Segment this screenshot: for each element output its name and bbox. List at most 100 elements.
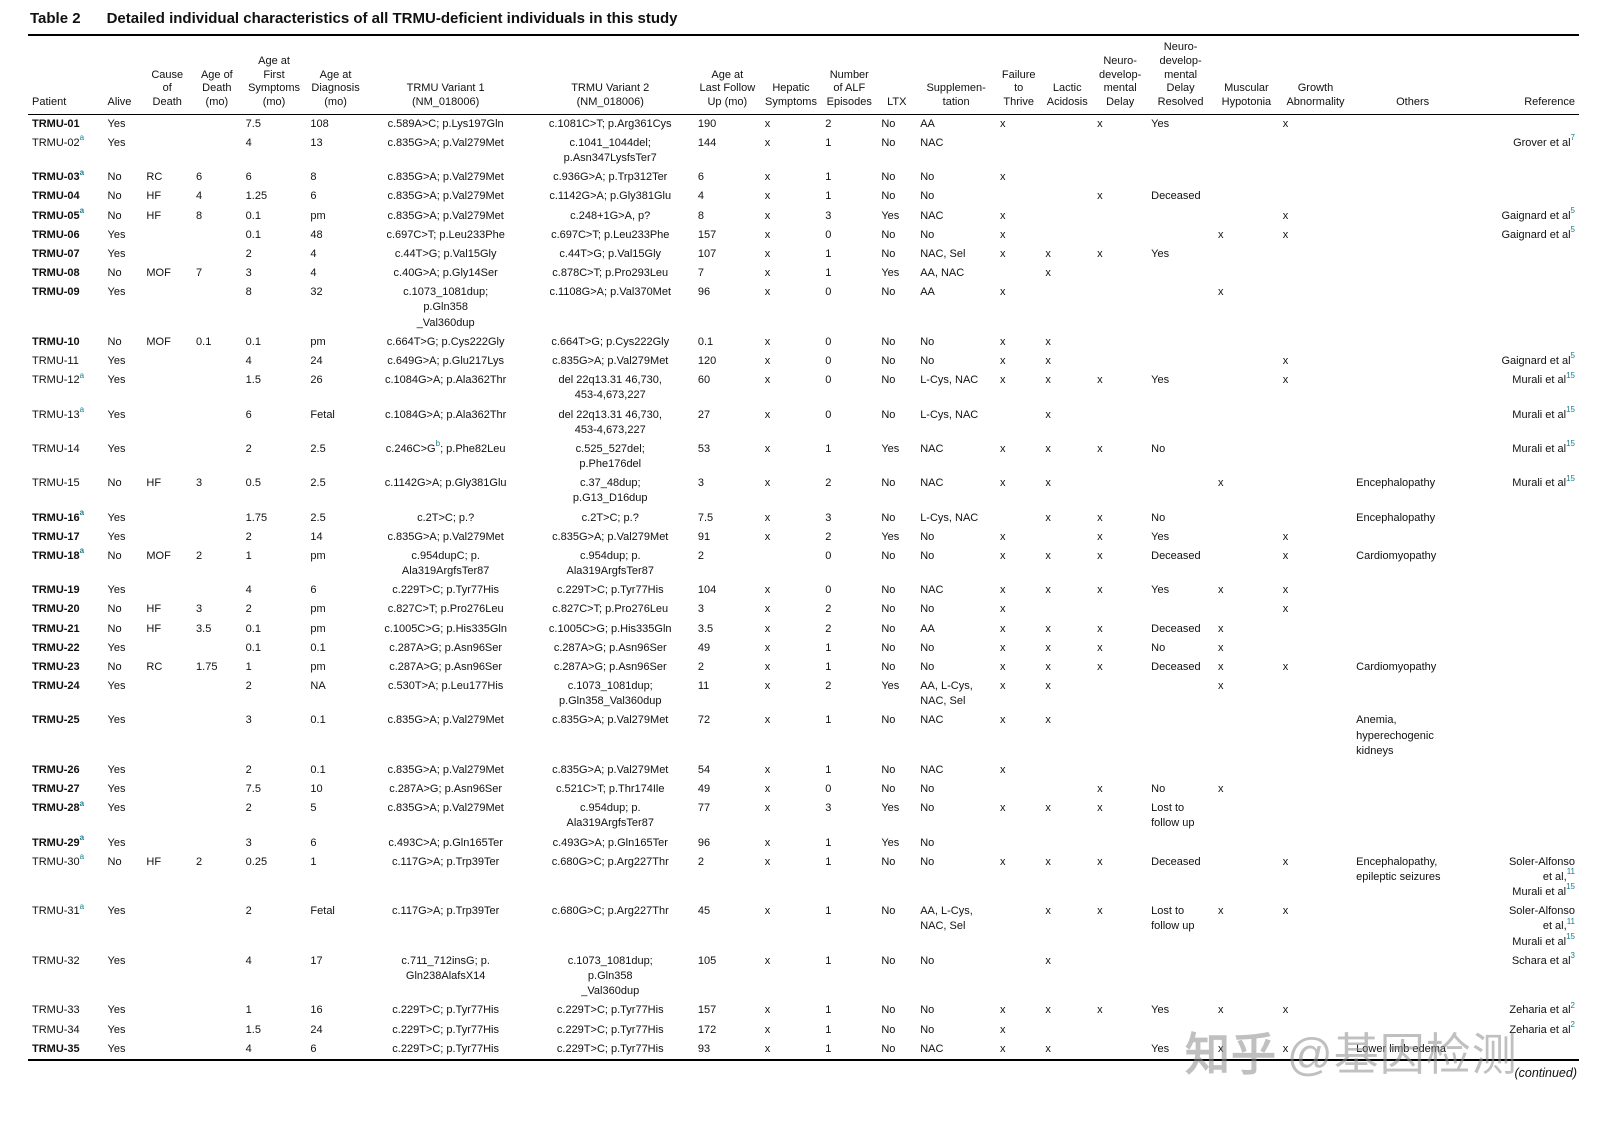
citation-superscript[interactable]: 5 (1570, 206, 1575, 215)
cell-others (1352, 600, 1473, 619)
cell-variant-2: c.936G>A; p.Trp312Ter (553, 171, 668, 184)
citation-superscript[interactable]: 11 (1566, 867, 1575, 877)
cell-lactic-acidosis: x (1045, 905, 1051, 918)
cell-alf-episodes: 2 (825, 622, 832, 635)
cell-variant-2: c.1073_1081dup; p.Gln358_Val360dup (558, 680, 662, 708)
cell-ltx: Yes (881, 530, 900, 543)
citation-superscript[interactable]: a (79, 852, 85, 862)
citation-superscript[interactable]: 5 (1570, 351, 1575, 361)
citation-superscript[interactable]: 2 (1570, 1020, 1575, 1029)
cell-age-first-symptoms: 1 (245, 1004, 252, 1017)
cell-cause-of-death: MOF (146, 335, 171, 348)
cell-patient: TRMU-21 (32, 622, 80, 635)
cell-age-last-followup: 144 (697, 136, 717, 149)
citation-superscript[interactable]: a (79, 168, 85, 177)
citation-superscript[interactable]: a (79, 405, 85, 414)
cell-age-diagnosis: 4 (310, 247, 317, 260)
cell-age-of-death: 8 (196, 209, 203, 222)
cell-supplementation: NAC (920, 1042, 944, 1055)
citation-superscript[interactable]: 15 (1566, 932, 1575, 941)
cell-alive: Yes (107, 641, 126, 654)
cell-alf-episodes: 1 (825, 855, 832, 868)
citation-superscript[interactable]: 15 (1566, 439, 1575, 449)
citation-superscript[interactable]: a (79, 371, 85, 380)
cell-age-first-symptoms: 1.5 (245, 1023, 261, 1036)
cell-lactic-acidosis: x (1045, 354, 1051, 367)
citation-superscript[interactable]: 15 (1566, 405, 1575, 414)
citation-superscript[interactable]: 2 (1570, 1001, 1575, 1010)
citation-superscript[interactable]: b (435, 439, 441, 449)
citation-superscript[interactable]: 7 (1570, 133, 1575, 143)
cell-delay-resolved: Yes (1151, 1042, 1170, 1055)
cell-patient: TRMU-29a (32, 833, 85, 849)
cell-alf-episodes: 1 (825, 1004, 832, 1017)
cell-others (1352, 677, 1473, 711)
cell-age-last-followup: 0.1 (697, 335, 714, 348)
cell-age-of-death: 3 (196, 477, 203, 490)
cell-delay-resolved (1147, 474, 1214, 508)
cell-delay-resolved (1147, 677, 1214, 711)
cell-age-diagnosis: 0.1 (310, 714, 326, 727)
citation-superscript[interactable]: a (79, 902, 85, 911)
cell-hepatic-symptoms: x (764, 603, 771, 616)
cell-neurodev-delay: x (1097, 641, 1103, 654)
citation-superscript[interactable]: 15 (1566, 371, 1575, 380)
cell-failure-to-thrive: x (1000, 477, 1006, 490)
cell-age-of-death (192, 1021, 242, 1040)
cell-growth-abnormality: x (1282, 1042, 1289, 1055)
cell-supplementation: No (920, 354, 935, 367)
cell-neurodev-delay: x (1097, 855, 1103, 868)
citation-superscript[interactable]: a (79, 133, 85, 143)
citation-superscript[interactable]: a (79, 799, 85, 808)
cell-delay-resolved (1147, 406, 1214, 440)
citation-superscript[interactable]: a (79, 508, 85, 517)
citation-superscript[interactable]: a (79, 206, 85, 215)
cell-delay-resolved (1147, 1021, 1214, 1040)
col-header-age-of-death: Age of Death (mo) (192, 35, 242, 115)
cell-neurodev-delay (1093, 711, 1147, 761)
cell-growth-abnormality: x (1282, 660, 1289, 673)
citation-superscript[interactable]: 3 (1570, 951, 1575, 961)
cell-reference (1473, 187, 1579, 206)
citation-superscript[interactable]: 11 (1566, 916, 1575, 926)
cell-failure-to-thrive: x (1000, 714, 1006, 727)
citation-superscript[interactable]: a (79, 833, 85, 842)
cell-growth-abnormality (1279, 799, 1352, 833)
citation-superscript[interactable]: 5 (1570, 225, 1575, 235)
cell-patient: TRMU-09 (32, 286, 80, 299)
cell-delay-resolved: Yes (1151, 247, 1170, 260)
cell-others (1352, 207, 1473, 226)
cell-cause-of-death (142, 761, 192, 780)
cell-hepatic-symptoms: x (764, 228, 771, 241)
citation-superscript[interactable]: a (79, 546, 85, 556)
citation-superscript[interactable]: 15 (1566, 882, 1575, 892)
cell-patient: TRMU-31a (32, 902, 85, 918)
cell-muscular-hypotonia (1214, 799, 1279, 833)
cell-hepatic-symptoms: x (764, 1004, 771, 1017)
cell-age-last-followup: 11 (697, 680, 710, 693)
table-row: TRMU-21 No HF 3.5 0.1 pm c.1005C>G; p.His335Gl… (28, 620, 1579, 639)
cell-alf-episodes: 2 (825, 477, 832, 490)
citation-superscript[interactable]: 15 (1566, 474, 1575, 483)
cell-supplementation: NAC, Sel (920, 247, 966, 260)
cell-age-first-symptoms: 4 (245, 1042, 252, 1055)
cell-ltx: No (881, 354, 896, 367)
cell-alive: Yes (107, 511, 126, 524)
cell-variant-1: c.287A>G; p.Asn96Ser (389, 641, 503, 654)
cell-patient: TRMU-20 (32, 603, 80, 616)
cell-ltx: Yes (881, 836, 900, 849)
cell-cause-of-death (142, 639, 192, 658)
cell-hepatic-symptoms: x (764, 374, 771, 387)
cell-cause-of-death (142, 226, 192, 245)
cell-delay-resolved: Yes (1151, 1004, 1170, 1017)
cell-supplementation: NAC (920, 714, 944, 727)
cell-alf-episodes: 0 (825, 228, 832, 241)
cell-hepatic-symptoms: x (764, 641, 771, 654)
cell-cause-of-death (142, 134, 192, 168)
cell-alive: Yes (107, 836, 126, 849)
cell-delay-resolved (1147, 711, 1214, 761)
col-header-age-diagnosis: Age at Diagnosis (mo) (306, 35, 365, 115)
cell-age-of-death (192, 406, 242, 440)
cell-cause-of-death (142, 799, 192, 833)
cell-reference (1473, 780, 1579, 799)
